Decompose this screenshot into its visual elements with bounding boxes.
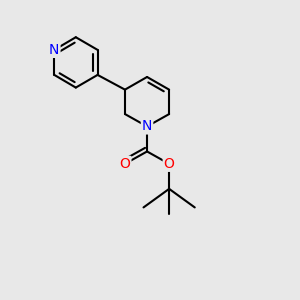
Text: O: O — [119, 157, 130, 171]
Text: N: N — [49, 43, 59, 57]
Text: O: O — [164, 157, 175, 171]
Text: N: N — [142, 119, 152, 134]
